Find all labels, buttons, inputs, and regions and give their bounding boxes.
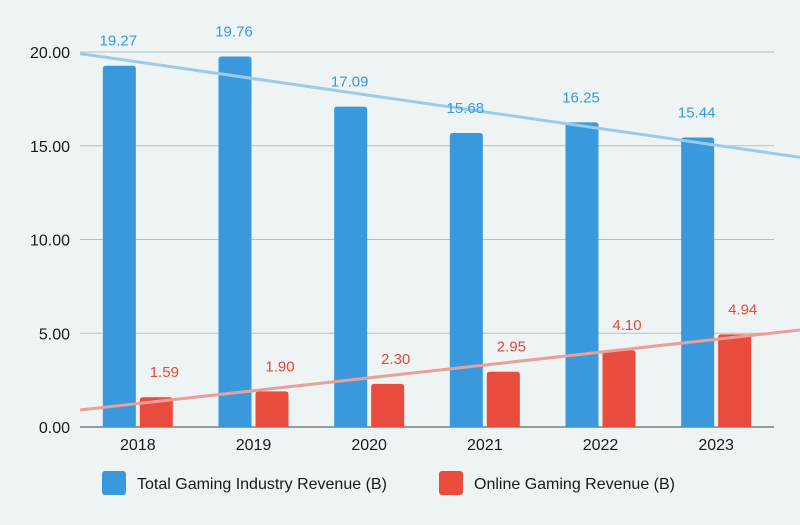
online-revenue-bar: [718, 334, 752, 427]
online-revenue-data-label: 2.95: [497, 339, 526, 356]
total-revenue-bar: [681, 137, 715, 427]
total-revenue-bar: [565, 122, 599, 427]
y-tick-label: 15.00: [30, 139, 70, 156]
online-revenue-bar: [371, 383, 405, 427]
total-revenue-bar: [102, 65, 136, 427]
y-tick-label: 0.00: [39, 420, 70, 437]
legend-label: Online Gaming Revenue (B): [474, 476, 675, 493]
total-revenue-data-label: 15.68: [447, 100, 485, 117]
x-tick-label: 2023: [698, 437, 734, 454]
total-revenue-bar: [218, 56, 252, 427]
legend: Total Gaming Industry Revenue (B) Online …: [102, 471, 675, 495]
online-revenue-data-label: 1.90: [265, 358, 294, 375]
total-revenue-data-label: 17.09: [331, 74, 369, 91]
total-revenue-data-label: 19.27: [100, 33, 138, 50]
total-revenue-trendline: [79, 52, 800, 159]
total-revenue-data-label: 16.25: [562, 89, 600, 106]
online-revenue-data-label: 4.10: [612, 317, 641, 334]
gridlines: [80, 51, 774, 428]
legend-item-total-revenue: Total Gaming Industry Revenue (B): [102, 471, 387, 495]
legend-swatch: [102, 471, 126, 495]
x-tick-label: 2019: [236, 437, 272, 454]
legend-label: Total Gaming Industry Revenue (B): [137, 476, 387, 493]
y-tick-label: 20.00: [30, 45, 70, 62]
trendlines: [79, 52, 800, 412]
y-axis-tick-labels: 0.00 5.00 10.00 15.00 20.00: [30, 45, 70, 437]
bars: [102, 56, 752, 427]
x-tick-label: 2022: [583, 437, 619, 454]
total-revenue-bar: [334, 106, 368, 427]
online-revenue-bar: [486, 371, 520, 427]
online-revenue-bar: [139, 397, 173, 427]
legend-swatch: [439, 471, 463, 495]
total-revenue-data-label: 15.44: [678, 105, 716, 122]
y-tick-label: 5.00: [39, 326, 70, 343]
x-axis-tick-labels: 2018 2019 2020 2021 2022 2023: [120, 437, 734, 454]
y-tick-label: 10.00: [30, 233, 70, 250]
online-revenue-data-label: 2.30: [381, 351, 410, 368]
legend-item-online-revenue: Online Gaming Revenue (B): [439, 471, 675, 495]
x-tick-label: 2021: [467, 437, 503, 454]
online-revenue-bar: [255, 391, 289, 427]
total-revenue-data-label: 19.76: [215, 24, 253, 41]
online-revenue-bar: [602, 350, 636, 427]
x-tick-label: 2018: [120, 437, 156, 454]
online-revenue-trendline: [79, 328, 800, 412]
online-revenue-data-label: 4.94: [728, 301, 757, 318]
x-tick-label: 2020: [351, 437, 387, 454]
online-revenue-data-label: 1.59: [150, 364, 179, 381]
total-revenue-bar: [449, 133, 483, 427]
data-labels: 19.27 19.76 17.09 15.68 16.25 15.44 1.59 1.90 2.…: [100, 24, 758, 382]
